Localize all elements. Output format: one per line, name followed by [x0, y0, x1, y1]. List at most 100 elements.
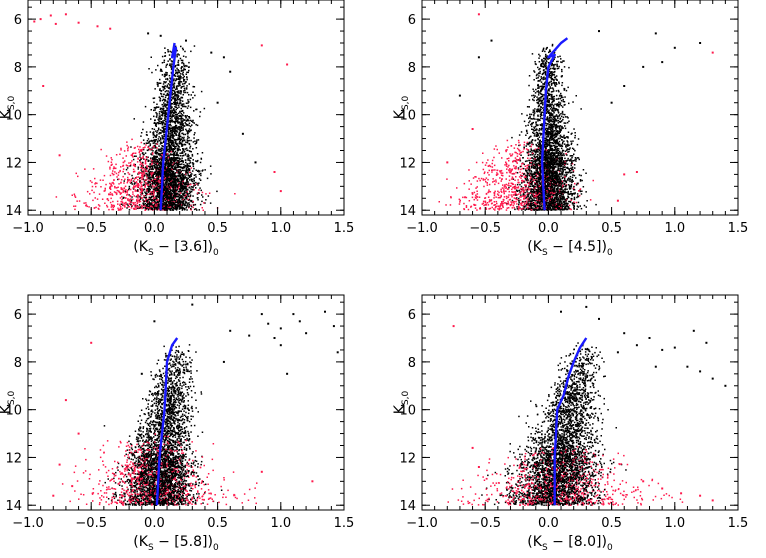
data-point-giant: [169, 189, 171, 191]
data-point-giant: [144, 181, 146, 183]
data-point-giant: [562, 111, 564, 113]
data-point-agb: [111, 157, 113, 159]
data-point-agb: [125, 186, 127, 188]
data-point-giant: [175, 176, 177, 178]
data-point-giant: [148, 160, 150, 162]
data-point-giant: [159, 169, 161, 171]
data-point-giant: [155, 153, 157, 155]
data-point-giant: [165, 82, 167, 84]
data-point-giant: [182, 141, 184, 143]
data-point-giant: [158, 186, 160, 188]
data-point-giant: [153, 205, 155, 207]
data-point-giant: [186, 72, 188, 74]
data-point-giant: [184, 204, 186, 206]
data-point-agb: [94, 207, 96, 209]
data-point-giant: [194, 95, 196, 97]
data-point-giant: [201, 158, 203, 160]
data-point-giant: [175, 187, 177, 189]
data-point-giant: [186, 197, 188, 199]
data-point-agb: [152, 185, 154, 187]
data-point-agb: [190, 184, 192, 186]
data-point-agb: [111, 162, 113, 164]
data-point-agb: [104, 203, 106, 205]
data-point-giant: [178, 169, 180, 171]
data-point-agb: [137, 158, 139, 160]
data-point-giant: [126, 169, 128, 171]
data-point-giant: [181, 191, 183, 193]
data-point-giant: [165, 111, 167, 113]
data-point-giant: [182, 176, 184, 178]
x-tick-label: 0.0: [144, 221, 165, 236]
data-point-giant: [182, 151, 184, 153]
data-point-giant: [165, 66, 167, 68]
data-point-giant: [187, 137, 189, 139]
data-point-agb: [113, 174, 115, 176]
data-point-agb: [146, 171, 148, 173]
data-point-agb: [132, 199, 134, 201]
data-point-giant: [150, 145, 152, 147]
data-point-agb-outlier: [59, 154, 61, 156]
data-point-giant: [188, 196, 190, 198]
data-point-giant: [150, 199, 152, 201]
data-point-agb-outlier: [40, 18, 42, 20]
data-point-giant: [155, 171, 157, 173]
data-point-giant: [179, 191, 181, 193]
data-point-giant: [156, 139, 158, 141]
data-point-giant: [514, 209, 516, 211]
data-point-giant: [179, 141, 181, 143]
data-point-agb: [116, 187, 118, 189]
data-point-agb: [109, 167, 111, 169]
data-point-agb: [178, 187, 180, 189]
data-point-giant: [147, 203, 149, 205]
data-point-giant: [574, 132, 576, 134]
data-point-agb: [137, 203, 139, 205]
data-point-giant: [178, 133, 180, 135]
data-point-giant: [175, 73, 177, 75]
data-point-agb: [136, 199, 138, 201]
data-point-giant: [175, 148, 177, 150]
data-point-giant: [158, 158, 160, 160]
data-point-giant: [166, 74, 168, 76]
data-point-agb: [142, 149, 144, 151]
data-point-giant: [160, 139, 162, 141]
data-point-giant: [170, 118, 172, 120]
data-point-agb: [134, 147, 136, 149]
data-point-agb-outlier: [33, 21, 35, 23]
data-point-agb: [116, 173, 118, 175]
data-point-agb: [117, 187, 119, 189]
data-point-agb: [124, 179, 126, 181]
data-point-giant: [173, 195, 175, 197]
data-point-giant: [183, 65, 185, 67]
data-point-agb: [127, 190, 128, 192]
data-point-giant: [184, 83, 186, 85]
data-point-giant: [186, 85, 188, 87]
data-point-giant: [567, 180, 569, 182]
data-point-giant: [171, 165, 173, 167]
data-point-giant: [189, 128, 191, 130]
data-point-giant: [161, 150, 163, 152]
data-point-giant: [157, 184, 159, 186]
data-point-giant: [548, 83, 550, 85]
data-point-giant: [197, 184, 199, 186]
data-point-agb: [137, 185, 139, 187]
data-point-agb: [137, 206, 139, 208]
data-point-agb: [142, 174, 144, 176]
data-point-giant: [549, 86, 551, 88]
data-point-agb: [126, 155, 128, 157]
data-point-agb: [152, 163, 154, 165]
data-point-giant: [167, 49, 169, 51]
data-point-giant: [192, 92, 194, 94]
data-point-giant: [176, 170, 178, 172]
data-point-giant: [145, 203, 147, 205]
data-point-giant: [177, 122, 179, 124]
data-point-agb: [74, 209, 76, 211]
data-point-giant: [189, 131, 191, 133]
data-point-giant: [140, 158, 142, 160]
data-point-giant: [138, 167, 140, 169]
data-point-giant: [146, 131, 148, 133]
data-point-giant: [137, 190, 139, 192]
data-point-giant: [149, 163, 151, 165]
data-point-giant: [192, 97, 194, 99]
data-point-giant: [166, 95, 168, 97]
data-point-giant: [182, 114, 184, 116]
